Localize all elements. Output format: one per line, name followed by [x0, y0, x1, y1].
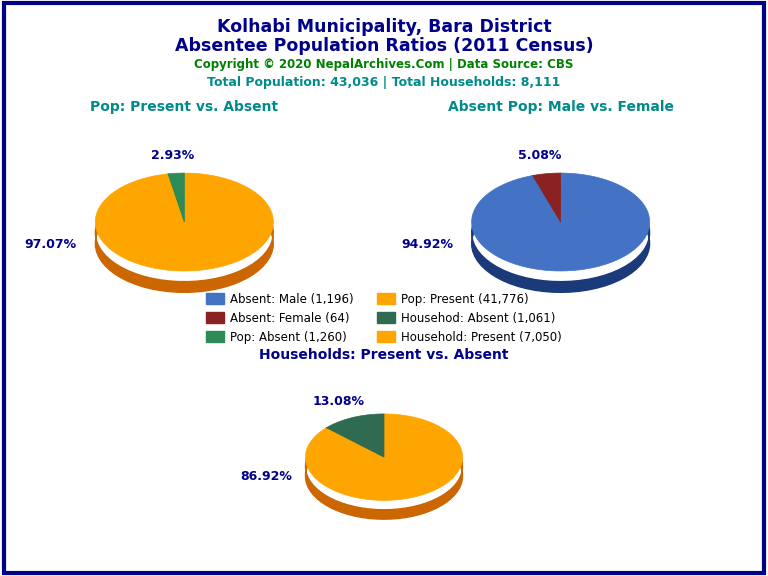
- Text: 2.93%: 2.93%: [151, 149, 194, 161]
- Polygon shape: [472, 173, 650, 271]
- Polygon shape: [95, 173, 273, 271]
- Polygon shape: [326, 414, 384, 457]
- Title: Absent Pop: Male vs. Female: Absent Pop: Male vs. Female: [448, 100, 674, 114]
- Text: 86.92%: 86.92%: [240, 470, 292, 483]
- Polygon shape: [472, 184, 650, 293]
- Text: 5.08%: 5.08%: [518, 149, 562, 162]
- Title: Households: Present vs. Absent: Households: Present vs. Absent: [260, 348, 508, 362]
- Polygon shape: [326, 428, 384, 476]
- Polygon shape: [533, 184, 561, 197]
- Polygon shape: [533, 176, 561, 244]
- Polygon shape: [306, 414, 462, 501]
- Polygon shape: [168, 174, 184, 244]
- Polygon shape: [168, 184, 184, 195]
- Polygon shape: [326, 423, 384, 446]
- Title: Pop: Present vs. Absent: Pop: Present vs. Absent: [91, 100, 278, 114]
- Text: 97.07%: 97.07%: [25, 238, 77, 251]
- Text: Copyright © 2020 NepalArchives.Com | Data Source: CBS: Copyright © 2020 NepalArchives.Com | Dat…: [194, 58, 574, 71]
- Polygon shape: [306, 423, 462, 519]
- Polygon shape: [326, 428, 384, 476]
- Polygon shape: [95, 184, 273, 292]
- Polygon shape: [533, 173, 561, 222]
- Polygon shape: [533, 176, 561, 244]
- Polygon shape: [168, 173, 184, 222]
- Polygon shape: [168, 174, 184, 244]
- Text: Kolhabi Municipality, Bara District: Kolhabi Municipality, Bara District: [217, 18, 551, 36]
- Text: Absentee Population Ratios (2011 Census): Absentee Population Ratios (2011 Census): [174, 37, 594, 55]
- Legend: Absent: Male (1,196), Absent: Female (64), Pop: Absent (1,260), Pop: Present (41: Absent: Male (1,196), Absent: Female (64…: [202, 288, 566, 348]
- Text: Total Population: 43,036 | Total Households: 8,111: Total Population: 43,036 | Total Househo…: [207, 76, 561, 89]
- Text: 13.08%: 13.08%: [313, 395, 365, 408]
- Text: 94.92%: 94.92%: [401, 238, 453, 251]
